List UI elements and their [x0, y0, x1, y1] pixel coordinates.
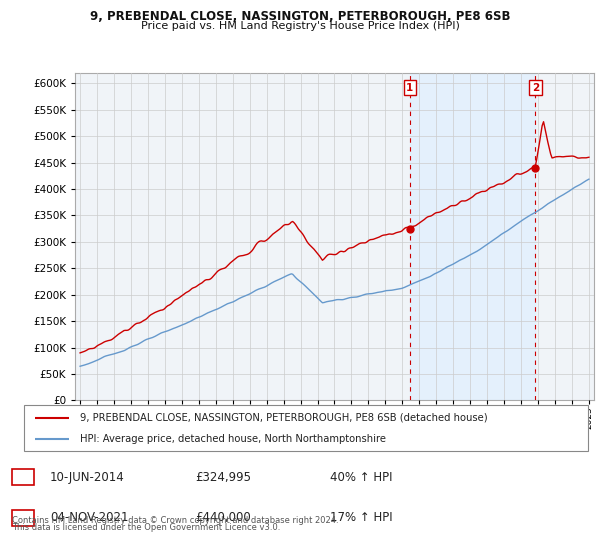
Text: 04-NOV-2021: 04-NOV-2021 [50, 511, 128, 524]
Text: 1: 1 [19, 471, 27, 484]
Text: Contains HM Land Registry data © Crown copyright and database right 2024.: Contains HM Land Registry data © Crown c… [12, 516, 338, 525]
Text: HPI: Average price, detached house, North Northamptonshire: HPI: Average price, detached house, Nort… [80, 435, 386, 444]
Text: 40% ↑ HPI: 40% ↑ HPI [330, 471, 392, 484]
Text: 9, PREBENDAL CLOSE, NASSINGTON, PETERBOROUGH, PE8 6SB (detached house): 9, PREBENDAL CLOSE, NASSINGTON, PETERBOR… [80, 413, 488, 423]
FancyBboxPatch shape [24, 405, 588, 451]
Text: Price paid vs. HM Land Registry's House Price Index (HPI): Price paid vs. HM Land Registry's House … [140, 21, 460, 31]
Text: £324,995: £324,995 [195, 471, 251, 484]
Text: 2: 2 [19, 511, 27, 524]
Bar [12, 469, 34, 486]
Bar [410, 73, 535, 400]
Text: 10-JUN-2014: 10-JUN-2014 [50, 471, 125, 484]
Text: 9, PREBENDAL CLOSE, NASSINGTON, PETERBOROUGH, PE8 6SB: 9, PREBENDAL CLOSE, NASSINGTON, PETERBOR… [90, 10, 510, 23]
Bar [12, 510, 34, 526]
Text: 2: 2 [532, 83, 539, 92]
Text: 1: 1 [406, 83, 413, 92]
Text: £440,000: £440,000 [195, 511, 251, 524]
Text: 17% ↑ HPI: 17% ↑ HPI [330, 511, 392, 524]
Text: This data is licensed under the Open Government Licence v3.0.: This data is licensed under the Open Gov… [12, 523, 280, 532]
